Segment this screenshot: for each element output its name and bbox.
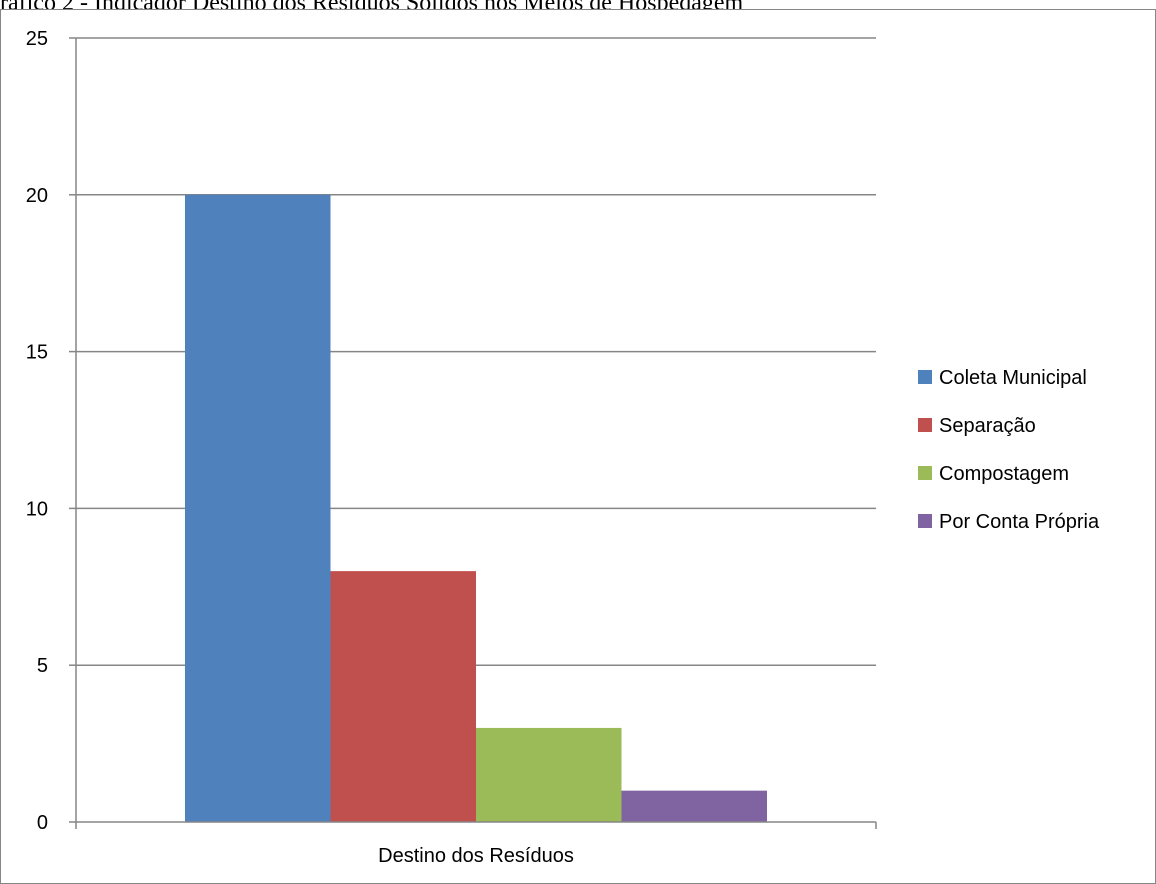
axes: 0 5 10 15 20 25 Destino dos Resíduos bbox=[26, 28, 877, 867]
x-category-label: Destino dos Resíduos bbox=[378, 845, 574, 867]
bar-coleta-municipal bbox=[185, 194, 331, 823]
y-tick-label: 25 bbox=[26, 28, 48, 50]
y-tick-label: 20 bbox=[26, 185, 48, 207]
legend-label: Separação bbox=[939, 415, 1036, 437]
legend-swatch bbox=[918, 514, 932, 528]
y-tick-label: 0 bbox=[37, 812, 48, 834]
y-tick-label: 15 bbox=[26, 342, 48, 364]
legend-swatch bbox=[918, 418, 932, 432]
legend: Coleta Municipal Separação Compostagem Por … bbox=[918, 367, 1100, 533]
bar-chart: 0 5 10 15 20 25 Destino dos Resíduos Coleta Mu… bbox=[26, 28, 1100, 867]
bars bbox=[185, 194, 767, 823]
legend-swatch bbox=[918, 370, 932, 384]
legend-swatch bbox=[918, 466, 932, 480]
legend-label: Coleta Municipal bbox=[939, 367, 1087, 389]
legend-label: Compostagem bbox=[939, 463, 1069, 485]
chart-area: 0 5 10 15 20 25 Destino dos Resíduos Coleta Mu… bbox=[0, 9, 1156, 884]
bar-por-conta-pr-pria bbox=[621, 790, 767, 822]
y-tick-label: 5 bbox=[37, 655, 48, 677]
y-tick-label: 10 bbox=[26, 498, 48, 520]
bar-compostagem bbox=[476, 727, 622, 822]
legend-label: Por Conta Própria bbox=[939, 511, 1100, 533]
bar-separa-o bbox=[330, 571, 476, 822]
